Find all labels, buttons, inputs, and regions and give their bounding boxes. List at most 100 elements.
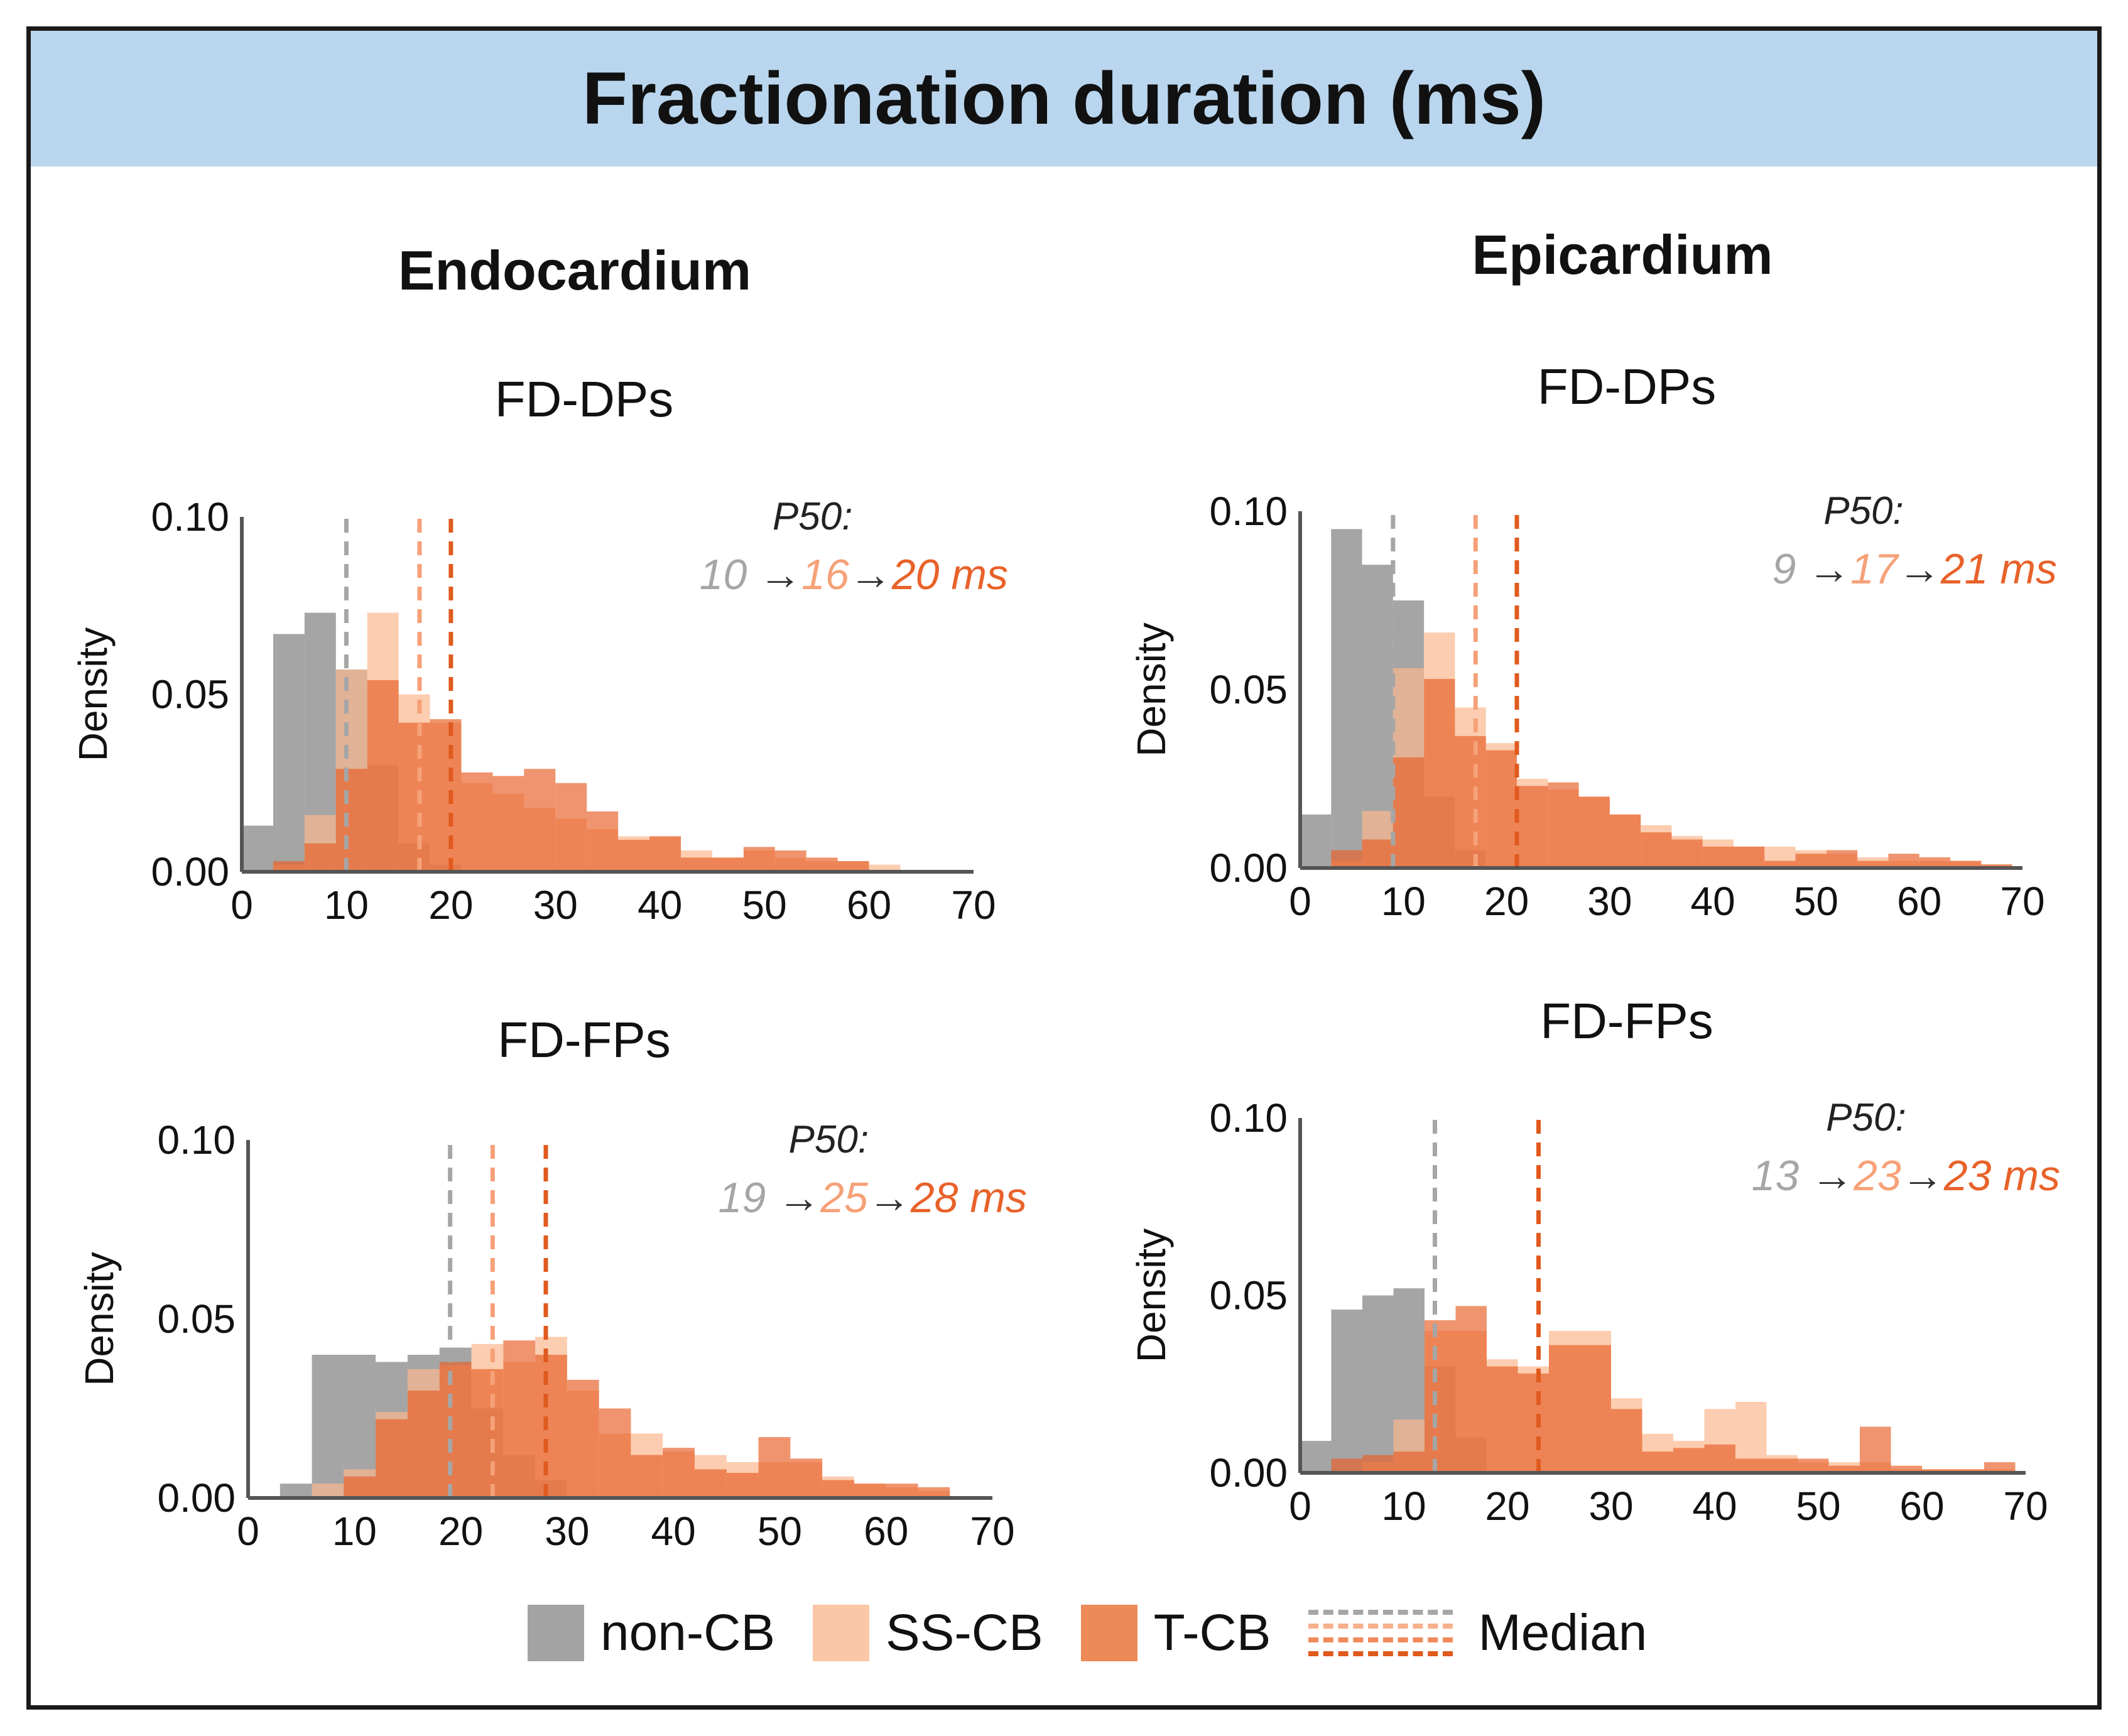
y-axis-label: Density — [70, 627, 116, 761]
y-axis-label: Density — [77, 1252, 122, 1386]
bar-t-cb — [1735, 1458, 1767, 1473]
bar-t-cb — [344, 1476, 376, 1498]
p50-values: 9 →17→21 ms — [1772, 545, 2057, 593]
bar-t-cb — [335, 769, 367, 872]
p50-non-cb: 13 — [1752, 1152, 1800, 1200]
p50-label: P50: — [789, 1118, 869, 1161]
x-tick-label: 70 — [951, 882, 996, 928]
bar-t-cb — [1857, 860, 1889, 868]
p50-arrow: → — [1901, 1152, 1944, 1200]
bar-t-cb — [681, 857, 712, 872]
bar-t-cb — [1950, 860, 1982, 868]
x-tick-label: 20 — [428, 882, 473, 928]
y-tick-label: 0.10 — [151, 494, 229, 540]
bar-t-cb — [1641, 832, 1672, 868]
legend-label-non-cb: non-CB — [600, 1604, 776, 1661]
y-tick-label: 0.00 — [151, 849, 229, 894]
bar-t-cb — [599, 1408, 631, 1498]
p50-t-cb: 20 ms — [891, 551, 1008, 599]
y-tick-label: 0.00 — [157, 1475, 236, 1521]
x-tick-label: 70 — [2003, 1484, 2048, 1529]
p50-arrow: → — [766, 1174, 820, 1222]
x-tick-label: 30 — [533, 882, 578, 928]
column-title-endocardium: Endocardium — [398, 239, 752, 301]
bar-t-cb — [398, 722, 430, 872]
x-tick-label: 40 — [1691, 879, 1735, 924]
bar-t-cb — [1919, 857, 1950, 868]
bar-t-cb — [430, 719, 462, 872]
bar-non-cb — [312, 1355, 344, 1498]
p50-ss-cb: 25 — [820, 1174, 868, 1222]
bar-non-cb — [273, 634, 305, 872]
x-tick-label: 10 — [324, 882, 369, 928]
p50-t-cb: 23 ms — [1943, 1152, 2060, 1200]
bar-t-cb — [587, 811, 619, 872]
x-tick-label: 20 — [1485, 1484, 1529, 1529]
legend-item-non-cb: non-CB — [528, 1603, 775, 1663]
bar-t-cb — [1549, 1345, 1580, 1473]
bar-non-cb — [1362, 1295, 1394, 1473]
bar-non-cb — [1300, 814, 1332, 868]
x-tick-label: 60 — [1897, 879, 1941, 924]
legend-swatch-ss-cb — [813, 1605, 870, 1661]
bar-t-cb — [1487, 1366, 1518, 1473]
x-tick-label: 0 — [1289, 879, 1311, 924]
series-t-cb — [273, 680, 869, 872]
p50-t-cb: 28 ms — [910, 1174, 1027, 1222]
bar-t-cb — [1455, 1306, 1487, 1473]
p50-non-cb: 9 — [1772, 545, 1796, 593]
bar-t-cb — [1704, 1444, 1735, 1473]
x-tick-label: 50 — [757, 1509, 802, 1554]
chart-epi-fd-fps: 0 10 20 30 40 50 60 70 0.00 0.05 0.10 Density P50: 13… — [1129, 1095, 2060, 1529]
x-tick-label: 60 — [864, 1509, 908, 1554]
p50-label: P50: — [1826, 1096, 1906, 1139]
panel-title-endo-fd-dps: FD-DPs — [494, 371, 674, 427]
bar-t-cb — [1860, 1426, 1891, 1473]
x-tick-label: 20 — [438, 1509, 483, 1554]
x-tick-label: 10 — [332, 1509, 377, 1554]
series-t-cb — [1331, 678, 2012, 868]
p50-label: P50: — [773, 495, 853, 538]
bar-t-cb — [1362, 1455, 1394, 1473]
x-tick-label: 10 — [1381, 1484, 1426, 1529]
p50-values: 10 →16→20 ms — [700, 551, 1008, 599]
x-tick-label: 70 — [2000, 879, 2044, 924]
y-tick-label: 0.05 — [151, 672, 229, 717]
bar-t-cb — [1766, 1458, 1798, 1473]
y-axis-label: Density — [1129, 1229, 1174, 1362]
bar-t-cb — [304, 843, 336, 872]
x-tick-label: 70 — [970, 1509, 1014, 1554]
bar-t-cb — [837, 861, 869, 872]
bar-t-cb — [1734, 846, 1765, 868]
bar-t-cb — [854, 1484, 886, 1498]
p50-arrow: → — [1796, 545, 1850, 593]
x-tick-label: 0 — [1289, 1484, 1311, 1529]
panel-title-endo-fd-fps: FD-FPs — [497, 1012, 671, 1068]
p50-ss-cb: 17 — [1850, 545, 1899, 593]
bar-t-cb — [376, 1419, 408, 1498]
bar-t-cb — [1826, 850, 1858, 868]
p50-non-cb: 10 — [700, 551, 747, 599]
bar-non-cb — [1331, 1310, 1362, 1473]
bar-t-cb — [535, 1355, 567, 1498]
p50-t-cb: 21 ms — [1940, 545, 2057, 593]
bar-t-cb — [774, 850, 806, 872]
bar-t-cb — [461, 772, 493, 872]
p50-values: 13 →23→23 ms — [1752, 1152, 2060, 1200]
bar-t-cb — [1580, 1345, 1611, 1473]
panel-title-epi-fd-dps: FD-DPs — [1537, 359, 1717, 415]
legend-label-median: Median — [1478, 1604, 1648, 1661]
bar-t-cb — [918, 1487, 950, 1498]
y-tick-label: 0.05 — [157, 1296, 236, 1342]
x-tick-label: 40 — [1692, 1484, 1737, 1529]
bar-ss-cb — [312, 1484, 344, 1498]
bar-t-cb — [503, 1340, 536, 1498]
bar-t-cb — [1795, 854, 1827, 868]
x-tick-label: 50 — [1796, 1484, 1840, 1529]
legend-swatch-non-cb — [528, 1605, 584, 1661]
bar-t-cb — [1764, 860, 1796, 868]
bar-t-cb — [1517, 1373, 1549, 1473]
y-tick-label: 0.10 — [157, 1117, 236, 1163]
bar-t-cb — [618, 840, 650, 872]
bar-t-cb — [1673, 1448, 1705, 1473]
